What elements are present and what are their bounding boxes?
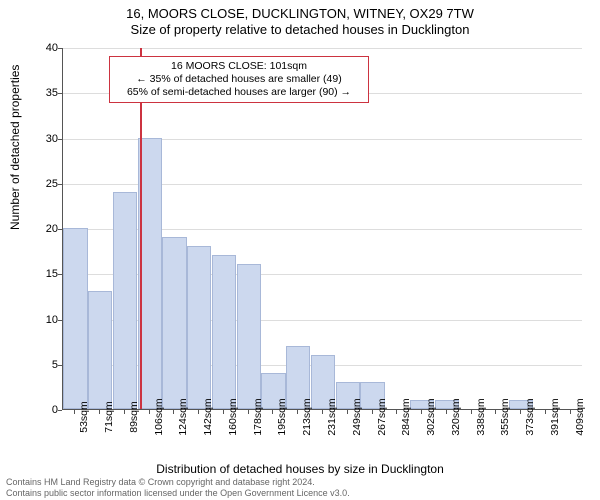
x-tick-label: 338sqm xyxy=(475,398,487,435)
y-tick-label: 15 xyxy=(36,268,58,280)
x-tick-label: 231sqm xyxy=(326,398,338,435)
y-tick-label: 30 xyxy=(36,133,58,145)
histogram-bar xyxy=(212,255,236,409)
x-tick-label: 53sqm xyxy=(78,401,90,433)
x-tick-label: 249sqm xyxy=(351,398,363,435)
x-tick-label: 284sqm xyxy=(400,398,412,435)
x-tick-label: 320sqm xyxy=(450,398,462,435)
chart-container: 16, MOORS CLOSE, DUCKLINGTON, WITNEY, OX… xyxy=(0,0,600,500)
histogram-bar xyxy=(237,264,261,409)
x-tick-label: 391sqm xyxy=(549,398,561,435)
y-tick-label: 5 xyxy=(36,359,58,371)
annotation-line1: 16 MOORS CLOSE: 101sqm xyxy=(116,60,362,73)
annotation-line2: ← 35% of detached houses are smaller (49… xyxy=(116,73,362,86)
x-tick-label: 160sqm xyxy=(227,398,239,435)
chart-title-sub: Size of property relative to detached ho… xyxy=(0,22,600,37)
x-tick-label: 195sqm xyxy=(276,398,288,435)
histogram-bar xyxy=(63,228,87,409)
plot-area: 16 MOORS CLOSE: 101sqm ← 35% of detached… xyxy=(62,48,582,410)
x-tick-label: 267sqm xyxy=(376,398,388,435)
x-tick-label: 89sqm xyxy=(128,401,140,433)
y-tick-label: 10 xyxy=(36,314,58,326)
copyright-line2: Contains public sector information licen… xyxy=(6,488,350,498)
x-tick-label: 71sqm xyxy=(103,401,115,433)
x-tick-label: 355sqm xyxy=(499,398,511,435)
y-tick-label: 25 xyxy=(36,178,58,190)
x-axis-label: Distribution of detached houses by size … xyxy=(0,462,600,476)
copyright-line1: Contains HM Land Registry data © Crown c… xyxy=(6,477,350,487)
annotation-box: 16 MOORS CLOSE: 101sqm ← 35% of detached… xyxy=(109,56,369,103)
y-tick-label: 40 xyxy=(36,42,58,54)
annotation-line3: 65% of semi-detached houses are larger (… xyxy=(116,86,362,99)
histogram-bar xyxy=(113,192,137,409)
y-tick-label: 0 xyxy=(36,404,58,416)
x-tick-label: 302sqm xyxy=(425,398,437,435)
x-tick-label: 409sqm xyxy=(574,398,586,435)
x-tick-label: 213sqm xyxy=(301,398,313,435)
histogram-bar xyxy=(138,138,162,410)
histogram-bar xyxy=(187,246,211,409)
y-axis-label: Number of detached properties xyxy=(8,65,22,230)
histogram-bar xyxy=(88,291,112,409)
x-tick-label: 124sqm xyxy=(177,398,189,435)
x-tick-label: 142sqm xyxy=(202,398,214,435)
copyright-text: Contains HM Land Registry data © Crown c… xyxy=(6,477,350,498)
y-tick-label: 35 xyxy=(36,87,58,99)
histogram-bar xyxy=(162,237,186,409)
x-tick-label: 106sqm xyxy=(153,398,165,435)
x-tick-label: 373sqm xyxy=(524,398,536,435)
x-tick-label: 178sqm xyxy=(252,398,264,435)
chart-title-main: 16, MOORS CLOSE, DUCKLINGTON, WITNEY, OX… xyxy=(0,6,600,21)
y-tick-label: 20 xyxy=(36,223,58,235)
